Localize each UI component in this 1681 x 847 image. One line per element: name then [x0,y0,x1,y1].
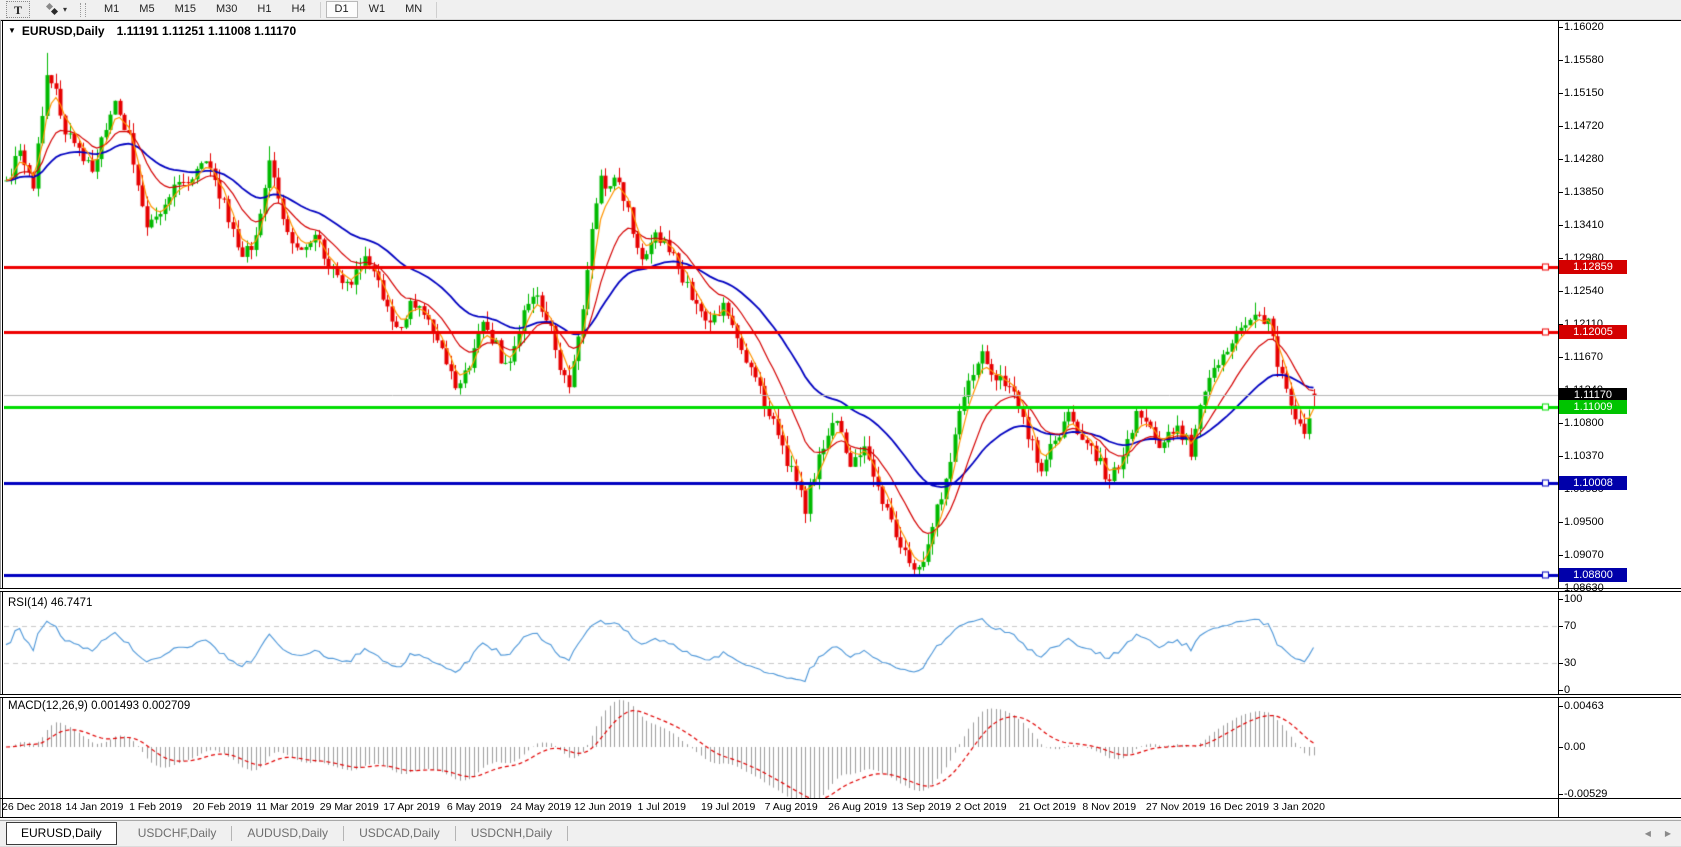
rsi-axis-tick: 100 [1557,593,1583,605]
date-axis-tick: 13 Sep 2019 [891,801,952,813]
chart-left-edge [0,20,1,818]
price-axis-tick: 1.14720 [1558,119,1604,132]
timeframe-d1[interactable]: D1 [325,1,358,18]
date-axis-tick: 6 May 2019 [446,801,502,813]
chart-symbol-period: EURUSD,Daily [21,23,105,38]
price-axis-tick: 1.09500 [1558,515,1604,528]
date-axis-tick: 27 Nov 2019 [1145,801,1206,813]
pane-separator-rsi[interactable] [0,588,1681,592]
tab-eurusd-daily[interactable]: EURUSD,Daily [6,822,117,845]
rsi-axis-tick: 70 [1557,620,1577,633]
date-axis-tick: 20 Feb 2019 [192,801,252,813]
text-tool-button[interactable]: T [6,1,30,18]
date-axis-tick: 24 May 2019 [510,801,572,813]
chart-canvas[interactable] [4,21,1558,798]
macd-axis-tick: 0.00463 [1558,700,1604,713]
chart-tabs-bar: EURUSD,Daily USDCHF,Daily AUDUSD,Daily USDC… [0,820,1681,847]
timeframe-m15[interactable]: M15 [166,1,205,18]
price-axis-tick: 1.15150 [1558,87,1604,100]
toolbar-grip [80,2,87,17]
price-axis-tick: 1.08630 [1558,581,1604,594]
date-axis-tick: 19 Jul 2019 [701,801,756,813]
price-axis-tick: 1.13410 [1558,219,1604,232]
date-axis-tick: 21 Oct 2019 [1018,801,1077,813]
date-axis-tick: 1 Feb 2019 [129,801,183,813]
macd-pane-bottom-border [0,798,1681,799]
collapse-indicator-icon[interactable]: ▼ [8,26,16,35]
tab-separator [231,826,233,841]
price-axis-tick: 1.13850 [1558,185,1604,198]
toolbar-separator [436,1,438,18]
date-axis-tick: 7 Aug 2019 [764,801,818,813]
price-axis-tick: 1.14280 [1558,153,1604,166]
tabs-scroll-right-icon[interactable]: ▶ [1664,829,1671,838]
price-axis-tick: 1.09070 [1558,548,1604,561]
date-axis-tick: 3 Jan 2020 [1273,801,1325,813]
price-axis-tick: 1.10800 [1558,417,1604,430]
date-axis-tick: 12 Jun 2019 [573,801,632,813]
chart-left-border [2,20,3,818]
arrange-symbols-icon [45,3,59,16]
arrange-symbols-button[interactable]: ▾ [42,1,70,18]
date-axis-tick: 1 Jul 2019 [637,801,686,813]
price-axis-border [1558,21,1559,818]
tab-usdcad-daily[interactable]: USDCAD,Daily [359,826,440,840]
tabs-scroll-left-icon[interactable]: ◀ [1644,829,1651,838]
timeframe-m5[interactable]: M5 [130,1,163,18]
toolbar-separator [319,1,321,18]
price-axis-tick: 1.12540 [1558,285,1604,298]
tab-separator [454,826,456,841]
tab-usdcnh-daily[interactable]: USDCNH,Daily [470,826,553,840]
macd-indicator-label: MACD(12,26,9) 0.001493 0.002709 [8,700,191,712]
date-axis-tick: 16 Dec 2019 [1209,801,1269,813]
macd-axis-tick: 0.00 [1557,741,1586,753]
price-axis-tick: 1.16020 [1558,21,1604,34]
price-line-badge: 1.10008 [1559,476,1627,491]
toolbar: T ▾ M1 M5 M15 M30 H1 H4 D1 W1 MN [0,0,1681,20]
date-axis-tick: 29 Mar 2019 [319,801,379,813]
timeframe-h4[interactable]: H4 [282,1,314,18]
chart-tabs: EURUSD,Daily USDCHF,Daily AUDUSD,Daily USDC… [6,821,569,846]
price-line-badge: 1.12005 [1559,324,1627,339]
chart-ohlc-values: 1.11191 1.11251 1.11008 1.11170 [116,23,297,38]
price-line-badge: 1.12859 [1559,259,1627,274]
date-axis-tick: 8 Nov 2019 [1082,801,1137,813]
price-axis-tick: 1.10370 [1558,449,1604,462]
chart-title: ▼ EURUSD,Daily 1.11191 1.11251 1.11008 1… [8,23,296,38]
macd-axis-tick: -0.00529 [1557,787,1608,800]
rsi-indicator-label: RSI(14) 46.7471 [8,597,93,609]
rsi-axis-tick: 30 [1557,656,1577,669]
date-axis-tick: 2 Oct 2019 [955,801,1007,813]
tab-separator [343,826,345,841]
tab-audusd-daily[interactable]: AUDUSD,Daily [247,826,329,840]
chart-window-bottom-border [0,817,1681,818]
price-axis-tick: 1.15580 [1558,54,1604,67]
date-axis-tick: 11 Mar 2019 [256,801,315,813]
bid-price-badge: 1.11170 [1559,388,1627,403]
date-axis-tick: 14 Jan 2019 [65,801,124,813]
timeframe-mn[interactable]: MN [396,1,431,18]
tab-separator [567,826,569,841]
timeframe-m1[interactable]: M1 [95,1,128,18]
price-line-badge: 1.11009 [1559,400,1627,415]
timeframe-w1[interactable]: W1 [360,1,395,18]
timeframe-m30[interactable]: M30 [207,1,246,18]
rsi-axis-tick: 0 [1557,684,1571,697]
price-axis-tick: 1.11670 [1558,351,1603,364]
timeframe-h1[interactable]: H1 [248,1,280,18]
timeframe-toolbar: M1 M5 M15 M30 H1 H4 D1 W1 MN [94,0,441,19]
date-axis-tick: 26 Dec 2018 [2,801,62,813]
tab-usdchf-daily[interactable]: USDCHF,Daily [137,826,217,840]
date-axis-tick: 26 Aug 2019 [828,801,888,813]
date-axis-tick: 17 Apr 2019 [383,801,440,813]
pane-separator-macd[interactable] [0,694,1681,698]
price-line-badge: 1.08800 [1559,568,1627,583]
chevron-down-icon: ▾ [63,5,68,14]
